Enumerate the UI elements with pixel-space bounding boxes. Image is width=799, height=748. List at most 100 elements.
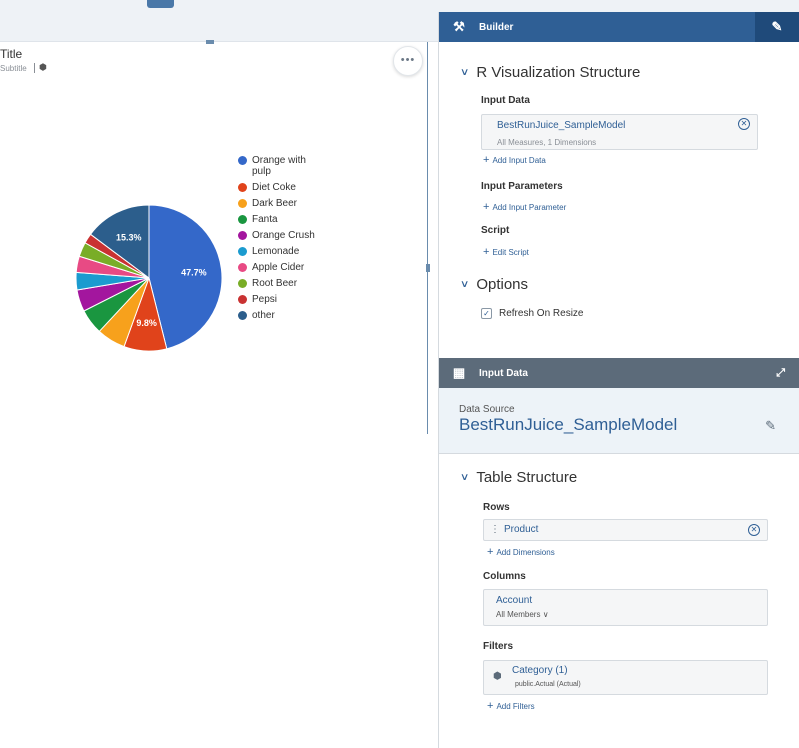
subtitle-divider [34,63,35,73]
pie-data-label: 9.8% [136,318,157,328]
toolbar-active-tab[interactable] [147,0,174,8]
plus-icon: + [483,154,490,166]
refresh-on-resize-checkbox[interactable]: ✓ [481,308,492,319]
legend-item[interactable]: Fanta [238,214,318,225]
pie-data-label: 15.3% [116,233,142,243]
edit-script-link[interactable]: + Edit Script [483,246,529,258]
script-label: Script [481,225,510,236]
styling-icon[interactable]: ✎ [755,12,799,42]
pie-slice-other[interactable] [89,204,150,279]
add-input-parameter-label: Add Input Parameter [492,203,567,212]
legend-swatch [238,199,247,208]
legend-item[interactable]: Orange with pulp [238,155,318,177]
pie-data-label: 47.7% [181,267,207,277]
builder-panel: ⚒ Builder ✎ ∨ R Visualization Structure … [438,12,799,358]
builder-header: ⚒ Builder ✎ [439,12,799,42]
legend-item[interactable]: Diet Coke [238,182,318,193]
resize-handle-right[interactable] [426,264,430,272]
drag-handle-icon[interactable]: ⋮ [490,524,500,535]
legend-swatch [238,231,247,240]
legend-swatch [238,311,247,320]
section-options[interactable]: ∨ Options [459,276,528,293]
rows-token-product[interactable]: ⋮ Product ✕ [483,519,768,541]
plus-icon: + [483,201,490,213]
legend-label: Diet Coke [252,182,296,193]
legend-label: Pepsi [252,294,278,305]
plus-icon: + [483,246,490,258]
legend-swatch [238,215,247,224]
legend-swatch [238,263,247,272]
section-r-visualization-structure[interactable]: ∨ R Visualization Structure [459,64,640,81]
legend-label: other [252,310,275,321]
input-parameters-label: Input Parameters [481,181,563,192]
resize-handle-top[interactable] [206,40,214,44]
legend-label: Apple Cider [252,262,305,273]
remove-icon[interactable]: ✕ [738,118,750,130]
legend-label: Orange Crush [252,230,315,241]
legend-swatch [238,183,247,192]
legend-swatch [238,295,247,304]
pie-slice-orange-with-pulp[interactable] [148,204,223,350]
add-filters-label: Add Filters [496,702,535,711]
builder-title: Builder [479,21,514,33]
legend-label: Orange with pulp [252,155,306,177]
section-table-structure[interactable]: ∨ Table Structure [460,469,578,486]
input-data-header: ▦ Input Data ⤢ [439,358,799,388]
add-filters-link[interactable]: + Add Filters [487,700,535,712]
input-data-token-detail: All Measures, 1 Dimensions [497,138,597,147]
input-data-label: Input Data [481,95,530,106]
legend-label: Lemonade [252,246,300,257]
legend-item[interactable]: other [238,310,318,321]
edit-pencil-icon[interactable]: ✎ [765,418,776,433]
legend-item[interactable]: Root Beer [238,278,318,289]
columns-label: Columns [483,571,526,582]
legend-label: Root Beer [252,278,298,289]
chevron-down-icon: ∨ [542,610,549,619]
legend-item[interactable]: Dark Beer [238,198,318,209]
columns-token-label: Account [496,595,533,606]
legend-item[interactable]: Orange Crush [238,230,318,241]
columns-token-account[interactable]: Account All Members ∨ [483,589,768,626]
pie-chart: 47.7% 9.8% 15.3% [75,204,223,352]
add-input-data-label: Add Input Data [492,156,546,165]
edit-script-label: Edit Script [492,248,529,257]
add-input-data-link[interactable]: + Add Input Data [483,154,546,166]
plus-icon: + [487,546,494,558]
section-title: Table Structure [476,469,578,486]
chevron-down-icon: ∨ [459,67,470,78]
legend-item[interactable]: Lemonade [238,246,318,257]
legend-item[interactable]: Pepsi [238,294,318,305]
rows-label: Rows [483,502,510,513]
expand-icon[interactable]: ⤢ [776,367,785,379]
legend-swatch [238,279,247,288]
chart-widget[interactable]: Title Subtitle ⬢ ••• 47.7% 9.8% 15.3% Oran… [0,40,430,434]
widget-subtitle[interactable]: Subtitle [0,64,27,73]
widget-title[interactable]: Title [0,47,23,61]
legend-swatch [238,156,247,165]
more-options-button[interactable]: ••• [393,46,423,76]
legend-swatch [238,247,247,256]
filters-label: Filters [483,641,514,652]
filter-dimension-icon: ⬢ [493,671,502,682]
input-data-token[interactable]: BestRunJuice_SampleModel All Measures, 1… [481,114,758,150]
remove-icon[interactable]: ✕ [748,524,760,536]
add-dimensions-link[interactable]: + Add Dimensions [487,546,555,558]
filter-token-detail: public.Actual (Actual) [515,681,581,688]
data-source-label: Data Source [459,404,515,415]
filter-token-label: Category (1) [512,665,568,676]
filter-token-category[interactable]: ⬢ Category (1) public.Actual (Actual) [483,660,768,695]
columns-token-detail[interactable]: All Members ∨ [496,610,549,619]
input-data-title: Input Data [479,367,528,379]
input-data-panel: ▦ Input Data ⤢ Data Source BestRunJuice_… [438,358,799,748]
table-icon: ▦ [452,365,466,380]
input-data-token-name: BestRunJuice_SampleModel [497,120,626,131]
rows-token-label: Product [504,524,539,535]
legend-item[interactable]: Apple Cider [238,262,318,273]
chevron-down-icon: ∨ [459,279,470,290]
add-input-parameter-link[interactable]: + Add Input Parameter [483,201,566,213]
legend-label: Fanta [252,214,278,225]
dimension-icon: ⬢ [39,62,47,72]
plus-icon: + [487,700,494,712]
data-source-value: BestRunJuice_SampleModel [459,415,678,434]
refresh-on-resize-label[interactable]: Refresh On Resize [499,308,584,319]
